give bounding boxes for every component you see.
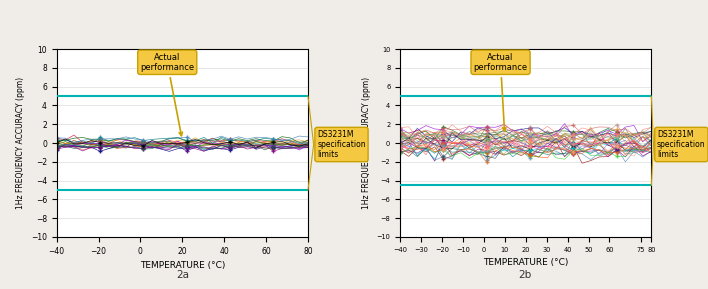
Text: Actual
performance: Actual performance (474, 53, 527, 131)
Text: DS3231M
specification
limits: DS3231M specification limits (317, 129, 366, 160)
Text: Actual
performance: Actual performance (140, 53, 194, 136)
Y-axis label: 1Hz FREQUENCY ACCURACY (ppm): 1Hz FREQUENCY ACCURACY (ppm) (16, 77, 25, 209)
Text: 2a: 2a (176, 270, 189, 279)
X-axis label: TEMPERATURE (°C): TEMPERATURE (°C) (483, 258, 569, 267)
Text: 2b: 2b (519, 270, 532, 279)
Y-axis label: 1Hz FREQUENCY ACCURACY (ppm): 1Hz FREQUENCY ACCURACY (ppm) (362, 77, 371, 209)
Text: DS3231M
specification
limits: DS3231M specification limits (657, 129, 706, 160)
X-axis label: TEMPERATURE (°C): TEMPERATURE (°C) (139, 261, 225, 270)
